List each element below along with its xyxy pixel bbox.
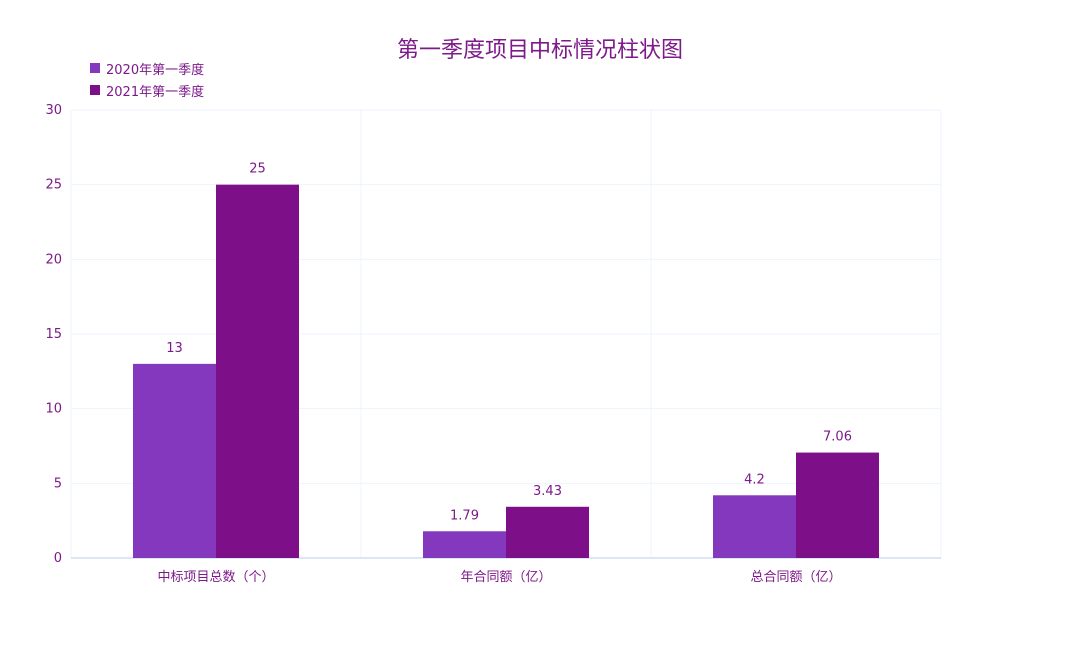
legend-label-2021: 2021年第一季度 [106,84,205,100]
bar-2021 [506,506,589,558]
y-tick-label: 20 [45,252,62,267]
y-tick-label: 25 [45,178,62,193]
x-tick-label: 年合同额（亿） [460,570,551,585]
bar-2021 [216,184,299,558]
data-label: 25 [249,162,266,177]
x-tick-label: 中标项目总数（个） [157,570,274,585]
legend-item-2020[interactable]: 2020年第一季度 [90,57,204,79]
data-label: 13 [166,341,183,356]
legend-item-2021[interactable]: 2021年第一季度 [90,79,204,101]
legend-swatch-2021 [90,85,100,95]
data-label: 4.2 [744,472,765,487]
bar-2020 [713,495,796,558]
data-label: 3.43 [533,484,562,499]
y-tick-label: 10 [45,402,62,417]
x-tick-label: 总合同额（亿） [750,570,841,585]
y-tick-label: 0 [54,551,62,566]
legend: 2020年第一季度 2021年第一季度 [90,57,204,101]
data-label: 7.06 [823,430,852,445]
y-tick-label: 15 [45,327,62,342]
bar-2020 [133,363,216,558]
data-label: 1.79 [450,508,479,523]
legend-label-2020: 2020年第一季度 [106,62,205,78]
y-tick-label: 5 [54,476,62,491]
chart-title: 第一季度项目中标情况柱状图 [396,38,683,63]
bar-2021 [796,452,879,558]
legend-swatch-2020 [90,63,100,73]
y-tick-label: 30 [45,103,62,118]
bar-2020 [423,531,506,558]
